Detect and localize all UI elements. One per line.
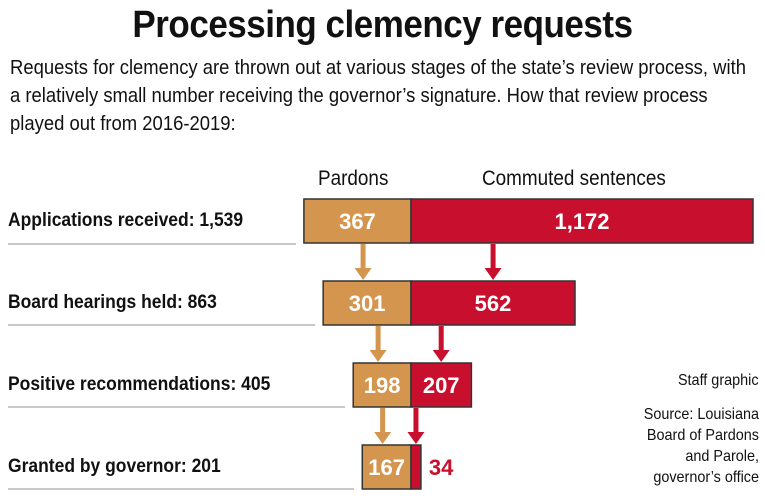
bar-pardons bbox=[303, 198, 412, 244]
row-label-hearings: Board hearings held: 863 bbox=[8, 292, 217, 313]
arrow-commuted-icon bbox=[407, 408, 425, 444]
credit: Staff graphic bbox=[678, 372, 759, 389]
bar-commuted bbox=[410, 198, 754, 244]
bar-commuted bbox=[410, 280, 576, 326]
row-underline bbox=[8, 488, 354, 490]
bar-pardons bbox=[361, 444, 412, 490]
label-pardons: 301 bbox=[349, 291, 386, 316]
row-underline bbox=[8, 324, 315, 326]
arrow-pardons-icon bbox=[374, 408, 392, 444]
label-commuted: 1,172 bbox=[554, 209, 609, 234]
label-commuted: 34 bbox=[429, 455, 454, 480]
arrow-commuted-icon bbox=[432, 326, 450, 362]
label-pardons: 198 bbox=[364, 373, 401, 398]
arrow-pardons-icon bbox=[369, 326, 387, 362]
label-pardons: 167 bbox=[368, 455, 405, 480]
label-pardons: 367 bbox=[339, 209, 376, 234]
source: Source: Louisiana Board of Pardons and P… bbox=[643, 406, 759, 486]
label-commuted: 207 bbox=[423, 373, 460, 398]
bar-pardons bbox=[352, 362, 412, 408]
row-label-applications: Applications received: 1,539 bbox=[8, 210, 244, 231]
legend-pardons: Pardons bbox=[318, 167, 389, 190]
bar-commuted bbox=[410, 362, 473, 408]
row-underline bbox=[8, 243, 296, 245]
row-underline bbox=[8, 406, 345, 408]
label-commuted: 562 bbox=[475, 291, 512, 316]
chart-title: Processing clemency requests bbox=[132, 4, 633, 46]
arrow-commuted-icon bbox=[484, 244, 502, 280]
row-label-recommendations: Positive recommendations: 405 bbox=[8, 374, 271, 395]
arrow-pardons-icon bbox=[354, 244, 372, 280]
bar-commuted bbox=[410, 444, 422, 490]
chart-subtitle: Requests for clemency are thrown out at … bbox=[10, 56, 746, 135]
row-label-granted: Granted by governor: 201 bbox=[8, 456, 221, 477]
legend-commuted: Commuted sentences bbox=[482, 167, 666, 190]
bar-pardons bbox=[322, 280, 412, 326]
